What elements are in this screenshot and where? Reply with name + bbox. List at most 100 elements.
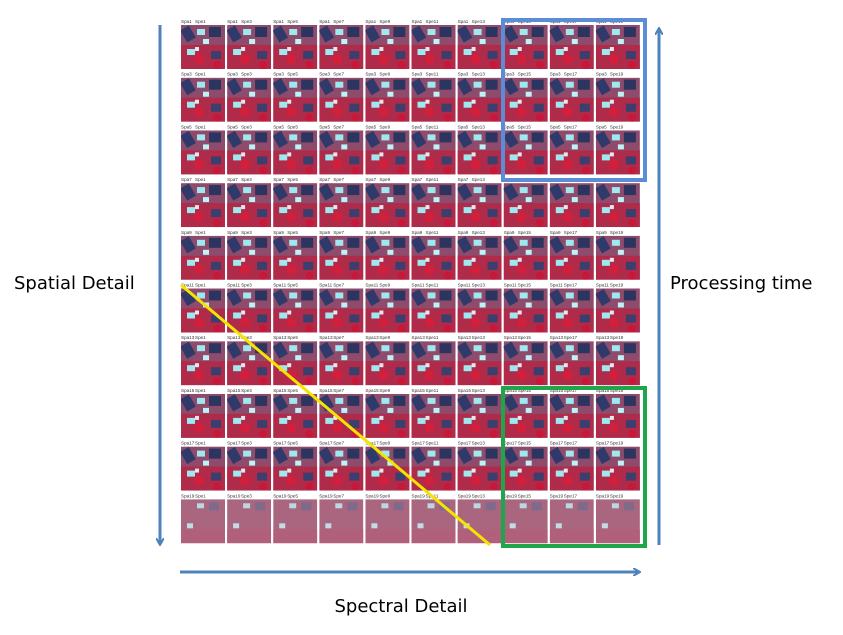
row-label: Spa1 (365, 19, 376, 24)
column-label: Spe19 (610, 441, 624, 446)
row-label: Spa7 (365, 177, 376, 182)
column-label: Spe5 (287, 335, 298, 340)
column-label: Spe19 (610, 388, 624, 393)
thumbnail-cell: Spa3 Spe5 (273, 72, 318, 122)
column-label: Spe1 (195, 72, 206, 77)
row-label: Spa11 (181, 283, 194, 288)
row-label: Spa5 (181, 124, 192, 129)
thumbnail-image (457, 183, 502, 228)
thumbnail-image (227, 25, 272, 69)
row-label: Spa17 (596, 441, 610, 446)
thumbnail-image (457, 235, 502, 280)
column-label: Spe17 (564, 388, 578, 393)
row-label: Spa15 (273, 388, 287, 393)
thumbnail-cell: Spa13 Spe9 (365, 335, 410, 386)
column-label: Spe3 (241, 388, 252, 393)
thumbnail-image (319, 499, 364, 544)
row-label: Spa9 (319, 230, 330, 235)
thumbnail-image (457, 25, 502, 69)
thumbnail-cell: Spa17 Spe7 (319, 441, 364, 491)
column-label: Spe3 (241, 230, 252, 235)
row-label: Spa15 (181, 388, 195, 393)
thumbnail-cell: Spa7 Spe1 (181, 177, 225, 228)
thumbnail-image (273, 130, 318, 175)
row-label: Spa3 (227, 72, 238, 77)
column-label: Spe5 (287, 177, 298, 182)
spatial-label: Spatial Detail (14, 273, 135, 294)
green-box (501, 386, 647, 548)
column-label: Spe11 (426, 177, 439, 182)
column-label: Spe19 (610, 72, 624, 77)
row-label: Spa17 (458, 441, 472, 446)
thumbnail-image (365, 25, 410, 69)
row-label: Spa1 (273, 19, 284, 24)
row-label: Spa7 (273, 177, 284, 182)
column-label: Spe7 (333, 388, 344, 393)
column-label: Spe1 (195, 124, 206, 129)
thumbnail-image (181, 130, 225, 175)
column-label: Spe9 (379, 230, 390, 235)
column-label: Spe11 (426, 283, 439, 288)
thumbnail-cell: Spa1 Spe11 (411, 19, 456, 69)
thumbnail-cell: Spa3 Spe9 (365, 72, 410, 122)
thumbnail-image (227, 130, 272, 175)
column-label: Spe9 (379, 335, 390, 340)
thumbnail-cell: Spa5 Spe1 (181, 124, 225, 175)
thumbnail-image (549, 499, 594, 544)
column-label: Spe1 (195, 388, 206, 393)
thumbnail-cell: Spa13 Spe17 (550, 335, 594, 386)
thumbnail-cell: Spa9 Spe9 (365, 230, 410, 280)
thumbnail-image (227, 341, 272, 386)
column-label: Spe13 (472, 19, 486, 24)
thumbnail-cell: Spa7 Spe3 (227, 177, 272, 228)
thumbnail-cell: Spa15 Spe9 (365, 388, 410, 438)
column-label: Spe11 (426, 335, 439, 340)
column-label: Spe13 (472, 72, 486, 77)
thumbnail-cell: Spa1 Spe19 (595, 19, 640, 69)
thumbnail-cell: Spa19 Spe19 (595, 493, 640, 544)
column-label: Spe11 (426, 19, 439, 24)
thumbnail-cell: Spa11 Spe3 (227, 283, 272, 333)
thumbnail-image (549, 25, 594, 69)
thumbnail-image (503, 446, 548, 491)
thumbnail-image (319, 183, 364, 228)
column-label: Spe7 (333, 335, 344, 340)
column-label: Spe15 (518, 493, 532, 498)
thumbnail-image (181, 235, 225, 280)
row-label: Spa11 (412, 283, 425, 288)
thumbnail-cell: Spa15 Spe3 (227, 388, 272, 438)
thumbnail-image (503, 130, 548, 175)
column-label: Spe3 (241, 493, 252, 498)
column-label: Spe1 (195, 335, 206, 340)
column-label: Spe9 (379, 72, 390, 77)
row-label: Spa11 (504, 283, 517, 288)
thumbnail-image (365, 288, 410, 333)
thumbnail-image (411, 77, 456, 122)
column-label: Spe15 (518, 72, 532, 77)
thumbnail-image (273, 25, 318, 69)
thumbnail-cell: Spa19 Spe17 (549, 493, 594, 544)
thumbnail-cell: Spa13 Spe11 (411, 335, 456, 386)
row-label: Spa5 (504, 124, 515, 129)
column-label: Spe7 (333, 441, 344, 446)
thumbnail-image (227, 183, 272, 228)
row-label: Spa17 (412, 441, 426, 446)
row-label: Spa1 (181, 19, 192, 24)
thumbnail-cell: Spa7 Spe17 (550, 177, 594, 228)
thumbnail-image (365, 77, 410, 122)
thumbnail-cell: Spa13 Spe19 (595, 335, 640, 386)
column-label: Spe7 (333, 72, 344, 77)
column-label: Spe13 (472, 177, 486, 182)
thumbnail-cell: Spa7 Spe9 (365, 177, 410, 228)
thumbnail-image (273, 288, 318, 333)
thumbnail-image (595, 183, 640, 228)
thumbnail-cell: Spa11 Spe5 (273, 283, 318, 333)
thumbnail-image (595, 288, 640, 333)
column-label: Spe3 (241, 177, 252, 182)
thumbnail-cell: Spa3 Spe7 (319, 72, 364, 122)
row-label: Spa17 (365, 441, 379, 446)
row-label: Spa11 (273, 283, 286, 288)
row-label: Spa13 (412, 335, 426, 340)
thumbnail-image (411, 130, 456, 175)
row-label: Spa15 (365, 388, 379, 393)
